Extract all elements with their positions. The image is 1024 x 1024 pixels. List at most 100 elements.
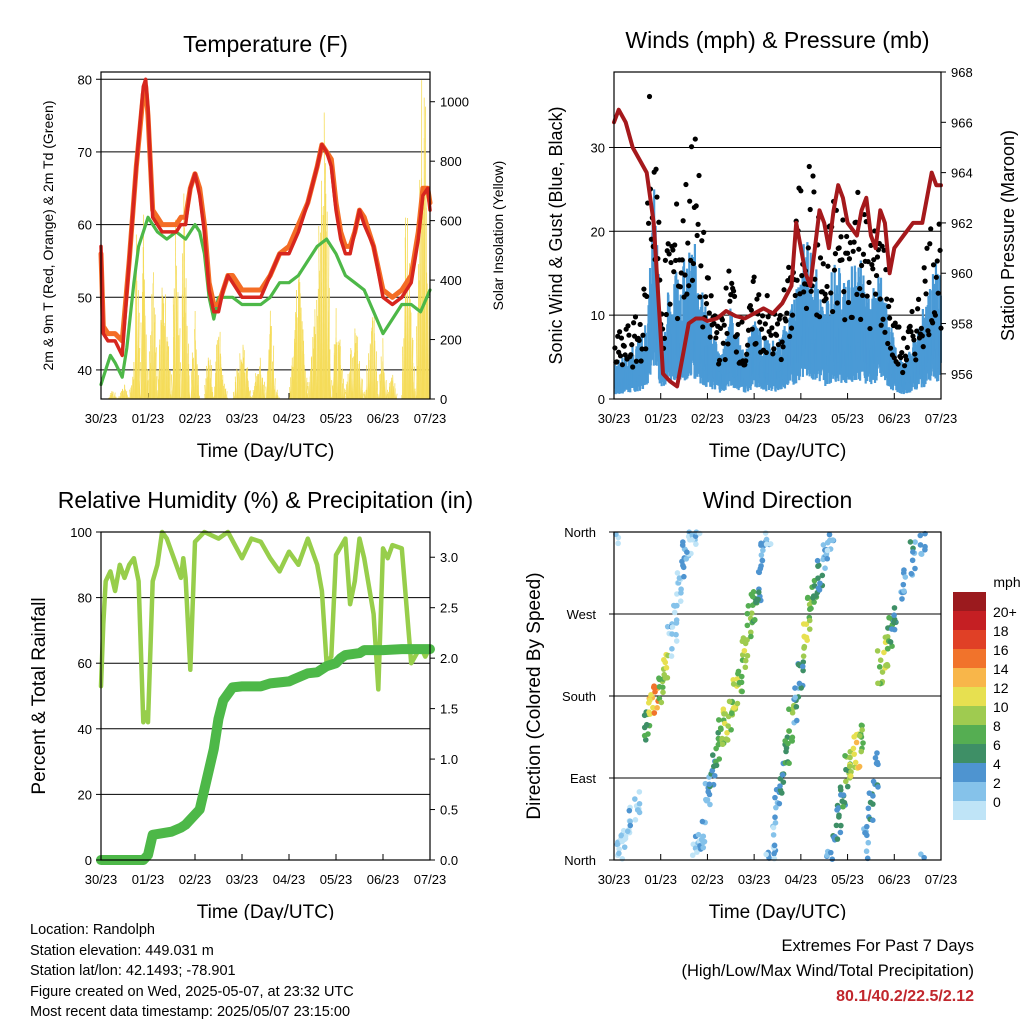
gust-point	[612, 345, 618, 351]
solar-spike	[321, 207, 323, 400]
gust-point	[877, 296, 883, 302]
direction-point	[760, 547, 766, 554]
direction-point	[650, 704, 656, 711]
gust-point	[914, 328, 920, 334]
plot-frame	[100, 531, 431, 861]
direction-point	[891, 605, 898, 611]
gust-point	[668, 259, 674, 266]
colorbar-label: mph	[993, 574, 1020, 590]
direction-point	[744, 637, 750, 643]
solar-spike	[323, 112, 326, 400]
gust-point	[792, 292, 798, 299]
direction-point	[872, 755, 879, 761]
gust-point	[838, 234, 844, 240]
direction-series	[613, 529, 928, 862]
gust-point	[777, 312, 783, 319]
gust-point	[747, 302, 754, 309]
solar-spike	[126, 394, 129, 400]
direction-point	[636, 789, 643, 795]
direction-point	[807, 606, 813, 613]
x-tick-label: 01/23	[644, 872, 677, 887]
direction-point	[899, 596, 905, 602]
y-axis-label: Percent & Total Rainfall	[29, 597, 50, 794]
solar-spike	[248, 387, 250, 400]
gust-point	[696, 172, 702, 179]
direction-point	[632, 817, 639, 823]
colorbar-tick-label: 4	[993, 756, 1001, 772]
direction-point	[695, 831, 702, 838]
gust-point	[860, 251, 867, 257]
colorbar-swatch	[953, 668, 986, 687]
y-tick-label: West	[567, 607, 597, 622]
solar-spike	[138, 380, 141, 400]
direction-point	[662, 675, 669, 681]
gust-point	[854, 291, 860, 297]
direction-point	[616, 850, 622, 857]
solar-spike	[259, 366, 261, 400]
solar-spike	[325, 222, 327, 400]
gust-point	[898, 354, 904, 361]
direction-point	[901, 567, 907, 573]
gust-point	[621, 343, 627, 349]
direction-point	[693, 541, 699, 547]
direction-point	[755, 596, 761, 603]
solar-spike	[163, 322, 166, 400]
direction-point	[921, 854, 927, 861]
direction-point	[626, 807, 633, 814]
gust-point	[823, 295, 829, 302]
gust-point	[665, 241, 671, 247]
x-tick-label: 06/23	[367, 411, 400, 426]
direction-point	[726, 698, 733, 705]
gust-point	[887, 315, 893, 321]
direction-point	[730, 681, 737, 687]
gust-point	[751, 274, 757, 280]
gust-point	[937, 247, 943, 253]
direction-point	[863, 848, 870, 855]
direction-point	[859, 727, 865, 733]
chart-title: Temperature (F)	[183, 31, 348, 57]
direction-point	[750, 589, 757, 595]
chart-panel-2: Winds (mph) & Pressure (mb) Time (Day/UTC…	[546, 27, 1018, 462]
plot-frame	[100, 71, 431, 400]
solar-spike	[140, 322, 143, 400]
gust-point	[685, 240, 691, 246]
solar-spike	[260, 374, 262, 400]
solar-spike	[306, 382, 308, 400]
gust-point	[925, 328, 931, 334]
x-tick-label: 03/23	[738, 411, 771, 426]
gust-point	[882, 329, 888, 335]
gust-point	[866, 279, 872, 286]
solar-spike	[210, 382, 213, 400]
gust-point	[918, 325, 924, 331]
direction-point	[922, 546, 928, 553]
colorbar-tick-label: 8	[993, 718, 1001, 734]
direction-point	[865, 805, 872, 812]
gust-point	[713, 335, 719, 341]
colorbar-tick-label: 10	[993, 699, 1009, 715]
direction-point	[870, 778, 877, 785]
solar-spike	[167, 350, 170, 400]
gust-point	[708, 293, 714, 299]
gust-point	[617, 329, 623, 335]
direction-point	[739, 688, 745, 695]
solar-spike	[391, 380, 393, 400]
gust-point	[679, 257, 685, 263]
solar-spike	[239, 353, 241, 400]
gust-point	[714, 329, 720, 336]
gust-point	[716, 357, 723, 363]
y-tick-label: North	[564, 853, 596, 868]
gust-point	[666, 251, 672, 257]
solar-spike	[138, 312, 140, 400]
solar-spike	[110, 392, 112, 400]
direction-point	[656, 683, 663, 690]
gust-point	[702, 294, 709, 300]
gust-point	[932, 312, 938, 318]
gust-point	[699, 238, 705, 244]
solar-spike	[276, 393, 279, 400]
direction-point	[856, 732, 863, 739]
solar-spike	[257, 374, 260, 400]
direction-point	[703, 796, 709, 803]
gust-point	[861, 211, 867, 218]
direction-point	[843, 766, 849, 773]
direction-point	[771, 842, 778, 849]
